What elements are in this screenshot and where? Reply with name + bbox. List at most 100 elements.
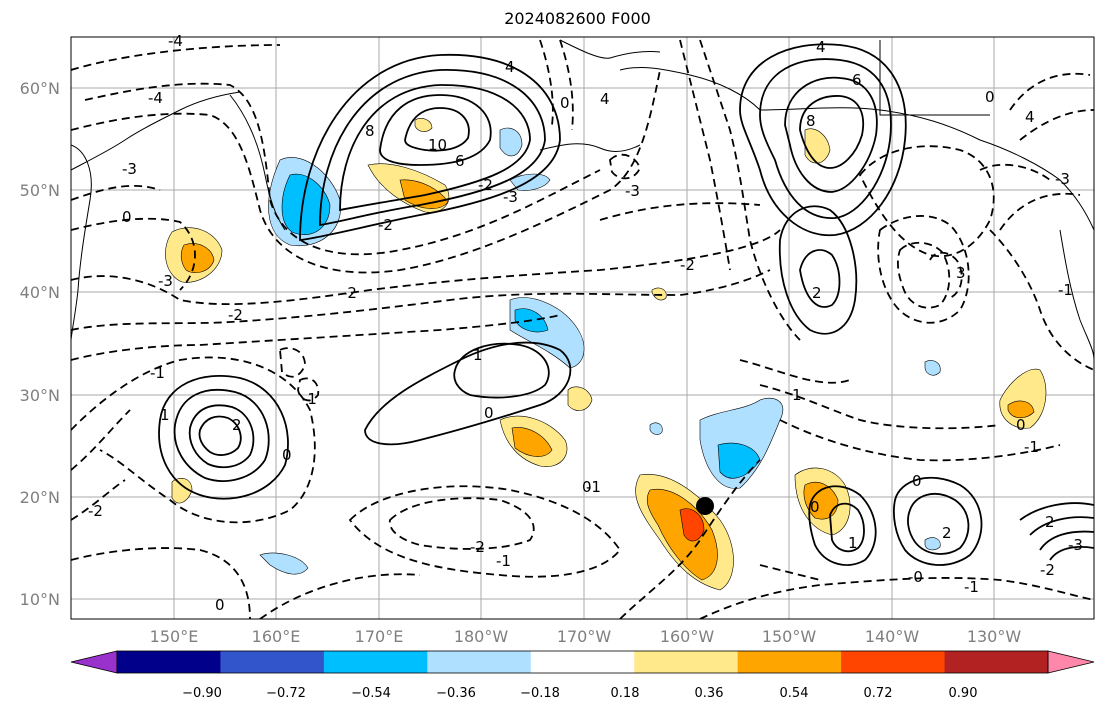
- contour-label: -2: [228, 306, 243, 324]
- contour-label: -4: [168, 32, 183, 50]
- contour-label: 0: [985, 88, 995, 106]
- storm-center-marker: [696, 497, 714, 515]
- colorbar-tick-label: −0.18: [520, 686, 560, 701]
- lon-label: 130°W: [967, 627, 1022, 646]
- contour-label: -3: [1055, 170, 1070, 188]
- contour-label: 4: [1025, 108, 1035, 126]
- contour-label: -2: [680, 256, 695, 274]
- lon-label: 170°W: [557, 627, 612, 646]
- colorbar-outline: [116, 650, 1049, 674]
- contour-label: -3: [503, 188, 518, 206]
- lon-label: 180°W: [454, 627, 509, 646]
- graticule: [71, 37, 1094, 619]
- plot-title: 2024082600 F000: [504, 9, 651, 28]
- contour-label: -2: [378, 216, 393, 234]
- contour-label: -2: [478, 176, 493, 194]
- contour-label: 2: [232, 416, 242, 434]
- contour-label: -1: [964, 578, 979, 596]
- contour-label: 2: [812, 284, 822, 302]
- contour-label: 6: [455, 152, 465, 170]
- colorbar-tick-label: −0.36: [436, 686, 476, 701]
- lon-label: 160°W: [660, 627, 715, 646]
- colorbar-tick-label: 0.36: [695, 686, 724, 701]
- contour-label: 4: [505, 58, 515, 76]
- contour-label: 0: [122, 208, 132, 226]
- contour-label: -1: [1058, 281, 1073, 299]
- colorbar-segment: [737, 651, 842, 673]
- contour-label: -1: [1024, 438, 1039, 456]
- lat-label: 20°N: [20, 488, 60, 507]
- contour-label: 0: [484, 404, 494, 422]
- contour-label: 10: [428, 136, 447, 154]
- contour-label: 1: [473, 346, 483, 364]
- contour-label: 0: [560, 94, 570, 112]
- lon-label: 160°E: [252, 627, 301, 646]
- contour-label: -1: [302, 390, 317, 408]
- colorbar-segment: [220, 651, 325, 673]
- contour-label: 0: [215, 596, 225, 614]
- colorbar-tick-label: 0.54: [780, 686, 809, 701]
- contour-label: 0: [810, 498, 820, 516]
- colorbar: [70, 650, 1095, 674]
- contour-label: 0: [582, 478, 592, 496]
- contour-label: -4: [148, 89, 163, 107]
- contour-label: 4: [816, 38, 826, 56]
- lat-label: 50°N: [20, 181, 60, 200]
- contour-label: 2: [1045, 513, 1055, 531]
- contour-label: 8: [806, 112, 816, 130]
- contour-label: 1: [792, 386, 802, 404]
- colorbar-segment: [117, 651, 221, 673]
- colorbar-tick-label: −0.90: [182, 686, 222, 701]
- longitude-labels: 150°E 160°E 170°E 180°W 170°W 160°W 150°…: [150, 627, 1022, 646]
- colorbar-ticks: −0.90 −0.72 −0.54 −0.36 −0.18 0.18 0.36 …: [182, 686, 977, 701]
- contour-label: 0: [1016, 416, 1026, 434]
- colorbar-tick-label: −0.72: [266, 686, 306, 701]
- colorbar-segment: [944, 651, 1049, 673]
- contour-label: -3: [158, 272, 173, 290]
- colorbar-segment: [323, 651, 428, 673]
- shaded-fields: [165, 118, 1047, 591]
- contour-label: -1: [586, 478, 601, 496]
- colorbar-extend-min: [70, 650, 118, 674]
- colorbar-tick-label: 0.72: [864, 686, 893, 701]
- contour-label: -2: [88, 502, 103, 520]
- contour-label: -3: [122, 160, 137, 178]
- contour-label: -3: [1068, 536, 1083, 554]
- contour-label: -2: [342, 284, 357, 302]
- lat-label: 30°N: [20, 386, 60, 405]
- contour-label: -2: [470, 538, 485, 556]
- contour-labels: -4 -4 4 0 8 10 6 4 -3 -2 -3 -2 4 6 8 0 4…: [88, 32, 1083, 614]
- colorbar-tick-label: −0.54: [351, 686, 391, 701]
- colorbar-extend-max: [1047, 650, 1095, 674]
- contour-label: 4: [600, 90, 610, 108]
- lat-label: 10°N: [20, 590, 60, 609]
- lon-label: 170°E: [355, 627, 404, 646]
- contour-label: 0: [282, 446, 292, 464]
- colorbar-segment: [634, 651, 739, 673]
- negative-contours: [71, 39, 1094, 619]
- lat-label: 40°N: [20, 283, 60, 302]
- contour-label: 3: [956, 264, 966, 282]
- lat-label: 60°N: [20, 79, 60, 98]
- contour-label: -0: [908, 568, 923, 586]
- positive-contours: [158, 43, 1094, 566]
- contour-label: -2: [1040, 561, 1055, 579]
- colorbar-tick-label: 0.18: [611, 686, 640, 701]
- contour-label: -1: [150, 364, 165, 382]
- colorbar-segment: [427, 651, 532, 673]
- contour-label: 8: [365, 122, 375, 140]
- lon-label: 140°W: [865, 627, 920, 646]
- plot-area: [71, 37, 1094, 619]
- contour-label: -1: [496, 552, 511, 570]
- contour-label: 0: [912, 472, 922, 490]
- contour-label: 6: [852, 71, 862, 89]
- plot-frame: [70, 36, 1095, 620]
- colorbar-tick-label: 0.90: [949, 686, 978, 701]
- colorbar-segment: [530, 651, 635, 673]
- lon-label: 150°E: [150, 627, 199, 646]
- contour-label: 1: [848, 534, 858, 552]
- latitude-labels: 60°N 50°N 40°N 30°N 20°N 10°N: [20, 79, 60, 609]
- contour-label: -3: [625, 182, 640, 200]
- colorbar-segment: [841, 651, 946, 673]
